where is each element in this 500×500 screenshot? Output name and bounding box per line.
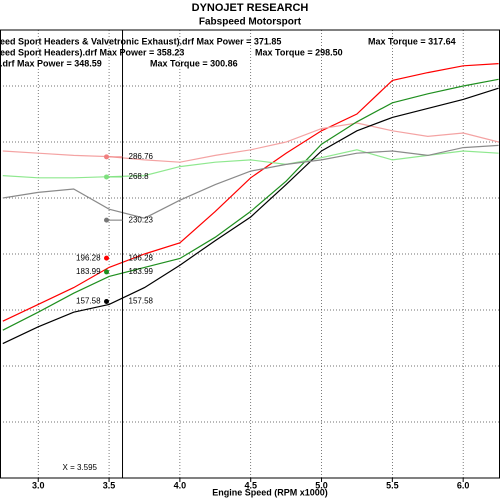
x-tick-label: 5.0 (315, 480, 328, 490)
readout-label: 196.28 (76, 253, 101, 262)
readout-dot (104, 269, 110, 275)
readout-label: 183.99 (129, 267, 154, 276)
legend-entry: .drf Max Power = 348.59 (0, 58, 102, 68)
readout-dot (104, 174, 110, 180)
readout-dot (104, 255, 110, 261)
readout-label: 230.23 (129, 215, 154, 224)
x-axis-label: Engine Speed (RPM x1000) (212, 487, 328, 497)
readout-dot (104, 299, 110, 305)
series-line (2, 149, 499, 179)
legend-entry: eed Sport Headers & Valvetronic Exhaust)… (0, 36, 281, 46)
series-line (2, 144, 499, 219)
legend-entry: eed Sport Headers).drf Max Power = 358.2… (0, 47, 184, 57)
legend-torque: Max Torque = 317.64 (368, 36, 456, 46)
readout-dot (104, 154, 110, 160)
x-tick-label: 6.0 (457, 480, 470, 490)
x-tick-label: 3.0 (32, 480, 45, 490)
readout-label: 183.99 (76, 267, 101, 276)
legend-torque: Max Torque = 300.86 (150, 58, 238, 68)
x-tick-label: 4.0 (174, 480, 187, 490)
x-tick-label: 4.5 (244, 480, 257, 490)
x-tick-label: 3.5 (103, 480, 116, 490)
legend-torque: Max Torque = 298.50 (255, 47, 343, 57)
readout-label: 286.76 (129, 152, 154, 161)
series-line (2, 87, 499, 345)
readout-label: 157.58 (76, 297, 101, 306)
readout-label: 157.58 (129, 297, 154, 306)
cursor-label: X = 3.595 (63, 463, 98, 472)
series-line (2, 78, 499, 331)
chart-title: DYNOJET RESEARCH (192, 2, 309, 14)
series-line (2, 122, 499, 163)
readout-dot (104, 217, 110, 223)
readout-label: 196.28 (129, 253, 154, 262)
chart-subtitle: Fabspeed Motorsport (199, 17, 302, 28)
x-tick-label: 5.5 (386, 480, 399, 490)
series-line (2, 63, 499, 322)
readout-label: 268.8 (129, 172, 150, 181)
